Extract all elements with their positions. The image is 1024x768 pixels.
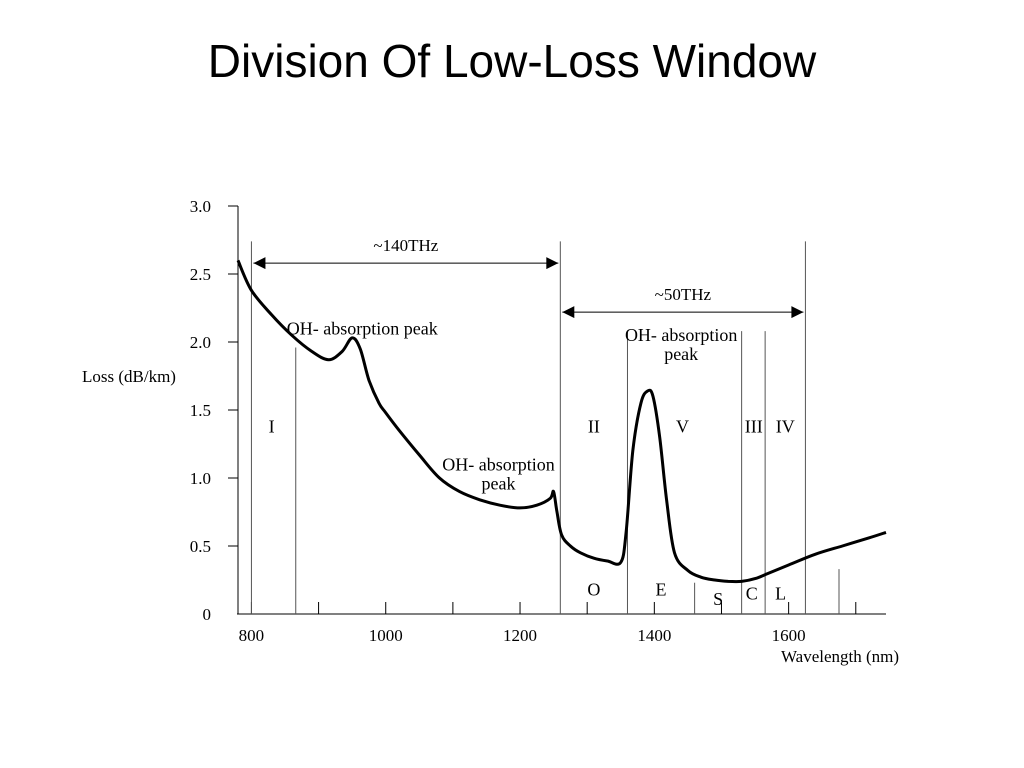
x-tick-label: 800	[239, 626, 265, 645]
annotation-text: OH- absorption peak	[287, 318, 438, 338]
x-tick-label: 1200	[503, 626, 537, 645]
y-tick-label: 3.0	[190, 197, 211, 216]
y-tick-label: 1.0	[190, 469, 211, 488]
annotation-text: OH- absorption	[625, 325, 737, 345]
window-label: II	[588, 416, 600, 436]
window-label: V	[676, 416, 689, 436]
x-tick-label: 1000	[369, 626, 403, 645]
y-tick-label: 0	[203, 605, 212, 624]
axes: 0 0.5 1.0 1.5 2.0 2.5 3.0 800 1000 1200 1400 1600 Wa…	[82, 197, 899, 666]
bandwidth-arrows: ~140THz ~50THz	[253, 236, 804, 319]
x-tick-label: 1600	[772, 626, 806, 645]
band-label: S	[713, 589, 723, 609]
band-label: O	[587, 580, 600, 600]
band-label: C	[746, 584, 758, 604]
window-label: III	[745, 416, 763, 436]
x-tick-label: 1400	[637, 626, 671, 645]
band-label: E	[656, 580, 667, 600]
annotation-text: peak	[664, 344, 698, 364]
annotation-text: peak	[482, 473, 516, 493]
slide-title: Division Of Low-Loss Window	[207, 35, 817, 87]
y-tick-label: 1.5	[190, 401, 211, 420]
y-tick-label: 0.5	[190, 537, 211, 556]
window-boundaries	[250, 241, 840, 614]
window-label: IV	[776, 416, 795, 436]
x-axis-label: Wavelength (nm)	[781, 647, 899, 666]
y-axis-label: Loss (dB/km)	[82, 367, 176, 386]
annotation-text: OH- absorption	[442, 454, 554, 474]
loss-curve	[236, 259, 887, 584]
bandwidth-arrow-label: ~140THz	[373, 236, 438, 255]
band-label: L	[775, 584, 786, 604]
y-tick-label: 2.0	[190, 333, 211, 352]
bandwidth-arrow-label: ~50THz	[655, 285, 712, 304]
window-label: I	[269, 416, 275, 436]
y-tick-label: 2.5	[190, 265, 211, 284]
series	[236, 259, 887, 584]
